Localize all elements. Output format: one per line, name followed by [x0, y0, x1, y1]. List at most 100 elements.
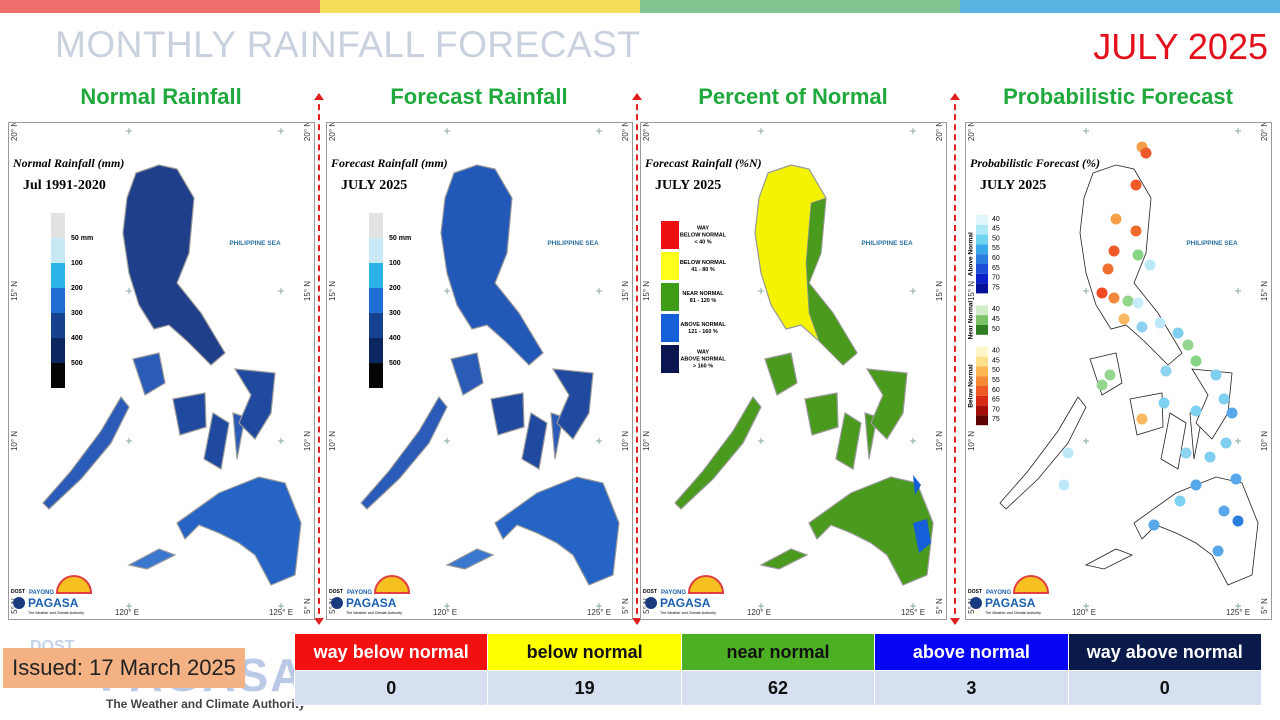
forecast-dot — [1136, 413, 1148, 425]
island — [1129, 392, 1164, 436]
forecast-dot — [1058, 479, 1070, 491]
legend-swatch — [976, 305, 988, 316]
graticule-cross — [596, 288, 602, 294]
map-title: Forecast Rainfall (%N) — [644, 156, 762, 170]
legend-group-label: Near Normal — [968, 301, 975, 340]
forecast-dot — [1096, 379, 1108, 391]
forecast-dot — [1148, 519, 1160, 531]
island — [764, 352, 798, 396]
legend-tick: 60 — [992, 387, 1000, 394]
forecast-dot — [1218, 393, 1230, 405]
graticule-cross — [596, 438, 602, 444]
graticule-cross — [758, 288, 764, 294]
legend-tick: 40 — [992, 306, 1000, 313]
legend-tick: 40 — [992, 348, 1000, 355]
sea-label: PHILIPPINE SEA — [229, 240, 281, 247]
latitude-label: 15° N — [303, 281, 312, 301]
legend-swatch — [976, 254, 988, 264]
forecast-dot — [1218, 505, 1230, 517]
graticule-cross — [1083, 288, 1089, 294]
legend-swatch — [976, 376, 988, 386]
legend-label: > 160 % — [693, 363, 713, 369]
slide-title: MONTHLY RAINFALL FORECAST — [55, 24, 641, 65]
table-cell: 3 — [874, 670, 1069, 706]
latitude-label: 10° N — [935, 431, 944, 451]
island — [521, 412, 548, 470]
graticule-cross — [278, 128, 284, 134]
latitude-label: 20° N — [935, 123, 944, 141]
island-region — [805, 197, 858, 366]
legend-swatch — [976, 315, 988, 325]
latitude-label: 15° N — [935, 281, 944, 301]
island — [360, 395, 448, 510]
graticule-cross — [278, 438, 284, 444]
forecast-dot — [1130, 225, 1142, 237]
forecast-dot — [1122, 295, 1134, 307]
island — [551, 368, 594, 440]
island — [804, 392, 839, 436]
forecast-dot — [1160, 365, 1172, 377]
forecast-dot — [1102, 263, 1114, 275]
island — [122, 164, 226, 366]
graticule-cross — [910, 128, 916, 134]
forecast-dot — [1110, 213, 1122, 225]
legend-tick: 50 — [992, 326, 1000, 333]
forecast-dot — [1140, 147, 1152, 159]
graticule-cross — [1083, 128, 1089, 134]
forecast-dot — [1190, 405, 1202, 417]
forecast-dot — [1154, 317, 1166, 329]
island — [203, 412, 230, 470]
map-panel: 20° N20° N15° N15° N10° N10° N5° N5° N12… — [965, 122, 1272, 620]
logo-tagline: The Weather and Climate Authority — [985, 611, 1041, 615]
forecast-dot — [1172, 327, 1184, 339]
legend-tick: 70 — [992, 275, 1000, 282]
map-title: Probabilistic Forecast (%) — [970, 156, 1100, 170]
latitude-label: 20° N — [303, 123, 312, 141]
island — [440, 164, 544, 366]
forecast-dot — [1230, 473, 1242, 485]
island — [1079, 164, 1183, 366]
latitude-label: 20° N — [642, 123, 651, 141]
legend-swatch — [661, 252, 679, 280]
legend-label: 300 — [71, 310, 83, 317]
logo-agency: DOST — [11, 589, 25, 595]
longitude-label: 125° E — [587, 608, 611, 617]
legend-label: BELOW NORMAL — [680, 260, 727, 266]
legend-label: 500 — [71, 360, 83, 367]
legend-swatch — [51, 263, 65, 288]
graticule-cross — [278, 603, 284, 609]
legend-label: 121 - 160 % — [688, 329, 718, 335]
graticule-cross — [1235, 128, 1241, 134]
forecast-dot — [1180, 447, 1192, 459]
legend-tick: 65 — [992, 265, 1000, 272]
forecast-dot — [1104, 369, 1116, 381]
logo-tagline: The Weather and Climate Authority — [28, 611, 84, 615]
latitude-label: 10° N — [621, 431, 630, 451]
graticule-cross — [444, 128, 450, 134]
logo-emblem — [645, 597, 657, 609]
graticule-cross — [444, 603, 450, 609]
legend-swatch — [976, 415, 988, 426]
legend-tick: 45 — [992, 226, 1000, 233]
island — [999, 396, 1087, 510]
forecast-dot — [1096, 287, 1108, 299]
logo-program: PAYONG — [661, 590, 686, 596]
map-title: Forecast Rainfall (mm) — [330, 156, 448, 170]
island — [1133, 476, 1259, 586]
legend-tick: 55 — [992, 245, 1000, 252]
graticule-cross — [910, 288, 916, 294]
logo-tagline: The Weather and Climate Authority — [346, 611, 402, 615]
legend-tick: 50 — [992, 235, 1000, 242]
logo-agency: DOST — [643, 589, 657, 595]
island — [127, 548, 177, 570]
island — [759, 548, 809, 570]
forecast-dot — [1144, 259, 1156, 271]
legend-label: 100 — [389, 260, 401, 267]
legend-label: 50 mm — [71, 235, 93, 242]
panel-title: Normal Rainfall — [80, 84, 242, 109]
sea-label: PHILIPPINE SEA — [1186, 240, 1238, 247]
panel-title: Probabilistic Forecast — [1003, 84, 1233, 109]
latitude-label: 10° N — [303, 431, 312, 451]
legend-label: WAY — [697, 349, 709, 355]
